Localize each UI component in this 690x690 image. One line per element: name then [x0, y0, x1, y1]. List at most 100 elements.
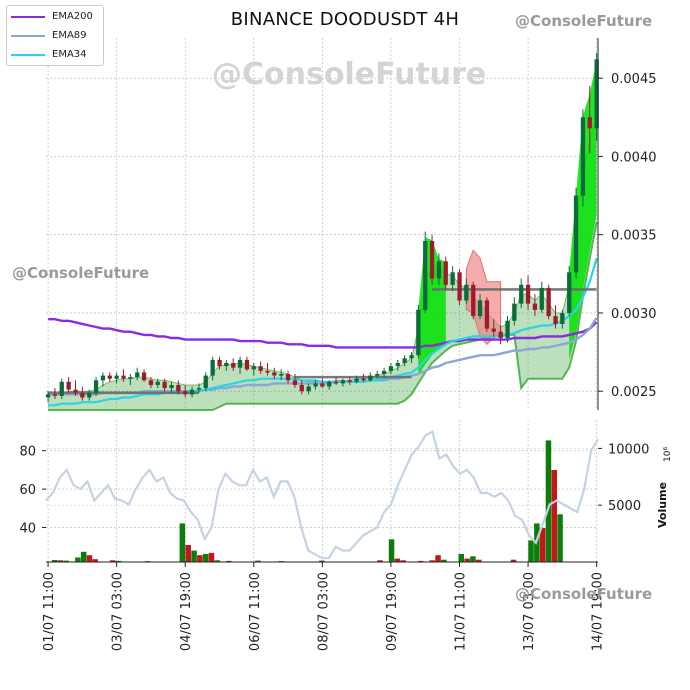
volume-bar	[86, 555, 93, 562]
x-tick-label: 11/07 11:00	[454, 572, 469, 651]
legend-item-ema200: EMA200	[11, 8, 103, 25]
watermark-center: @ConsoleFuture	[212, 57, 487, 92]
candle-body	[525, 284, 531, 304]
candle-body	[484, 300, 490, 329]
candle-body	[512, 303, 517, 321]
candle-body	[135, 372, 140, 378]
candle-body	[210, 359, 215, 376]
candle-body	[347, 380, 352, 382]
candle-body	[327, 381, 332, 387]
volume-bar	[92, 559, 98, 562]
candle-body	[553, 316, 558, 324]
candle-body	[237, 359, 243, 368]
x-tick-label: 14/07 19:00	[591, 572, 606, 651]
y-tick-label: 0.0045	[611, 72, 657, 87]
volume-bar	[528, 540, 534, 562]
candle-body	[189, 389, 195, 395]
volume-bar	[115, 560, 122, 562]
candle-body	[231, 363, 236, 368]
candle-body	[141, 372, 147, 381]
watermark-bottom: @ConsoleFuture	[515, 585, 653, 603]
oscillator-line	[45, 429, 599, 560]
candle-body	[354, 378, 359, 382]
candle-body	[128, 377, 133, 379]
candle-body	[381, 370, 387, 374]
y-tick-label: 0.0025	[611, 385, 657, 400]
volume-bar	[551, 470, 557, 562]
candle-body	[594, 59, 599, 129]
candle-body	[258, 366, 263, 371]
volume-axis-label: Volume	[656, 482, 669, 528]
candle-body	[395, 363, 400, 367]
candle-body	[450, 272, 455, 285]
candle-body	[169, 385, 174, 389]
watermark-left: @ConsoleFuture	[12, 264, 150, 282]
candle-body	[477, 300, 483, 317]
volume-bar	[80, 551, 87, 562]
legend-label-ema200: EMA200	[52, 11, 93, 22]
candle-body	[176, 385, 181, 392]
osc-tick-label: 60	[19, 483, 36, 498]
candle-body	[402, 358, 407, 363]
candle-body	[560, 313, 565, 324]
volume-bar	[226, 560, 232, 562]
candle-body	[375, 374, 380, 376]
chart-title: BINANCE DOODUSDT 4H	[230, 9, 460, 30]
volume-bar	[417, 560, 424, 562]
candle-body	[148, 380, 154, 385]
candle-body	[498, 331, 503, 338]
volume-bar	[458, 554, 464, 562]
candle-body	[505, 320, 510, 338]
legend-swatch-ema34	[11, 53, 45, 56]
candle-body	[361, 378, 366, 381]
volume-bar	[185, 545, 191, 562]
legend-item-ema34: EMA34	[11, 46, 103, 63]
candle-body	[80, 392, 85, 398]
volume-bar	[197, 555, 203, 562]
candle-body	[546, 287, 551, 317]
x-tick-label: 04/07 19:00	[179, 572, 194, 651]
volume-bar	[377, 560, 383, 562]
x-tick-label: 01/07 11:00	[42, 572, 57, 651]
volume-bar	[464, 558, 470, 562]
volume-bar	[476, 559, 482, 562]
candle-body	[155, 381, 160, 385]
candle-body	[423, 241, 428, 310]
x-tick-label: 13/07 03:00	[522, 572, 537, 651]
candle-body	[52, 394, 58, 396]
volume-bar	[394, 558, 401, 562]
trend-band-fill	[48, 117, 597, 411]
volume-bar	[388, 539, 395, 562]
volume-bar	[63, 560, 69, 562]
volume-bar	[539, 527, 546, 562]
volume-tick-label: 5000	[608, 499, 641, 514]
volume-bar	[191, 550, 197, 562]
candle-body	[251, 366, 256, 370]
legend-label-ema89: EMA89	[52, 30, 87, 41]
candle-body	[162, 381, 167, 389]
volume-bar	[470, 556, 476, 562]
volume-bar	[429, 560, 435, 562]
candle-body	[265, 370, 270, 373]
legend-item-ema89: EMA89	[11, 27, 103, 44]
candle-body	[196, 388, 202, 390]
candle-body	[320, 383, 325, 387]
candle-body	[491, 328, 496, 332]
volume-bar	[435, 555, 441, 562]
volume-bar	[57, 560, 64, 562]
candle-body	[306, 386, 311, 392]
x-tick-label: 09/07 19:00	[385, 572, 400, 651]
volume-bar	[109, 560, 116, 562]
x-tick-label: 06/07 11:00	[248, 572, 263, 651]
x-tick-label: 03/07 03:00	[111, 572, 126, 651]
candle-body	[313, 383, 318, 387]
candle-body	[100, 375, 106, 381]
volume-bar	[441, 559, 447, 562]
ema200-line	[48, 318, 598, 349]
candle-body	[45, 394, 51, 398]
volume-bar	[319, 560, 325, 562]
x-tick-label: 08/07 03:00	[316, 572, 331, 651]
osc-tick-label: 80	[19, 445, 36, 460]
y-tick-label: 0.0040	[611, 150, 657, 165]
